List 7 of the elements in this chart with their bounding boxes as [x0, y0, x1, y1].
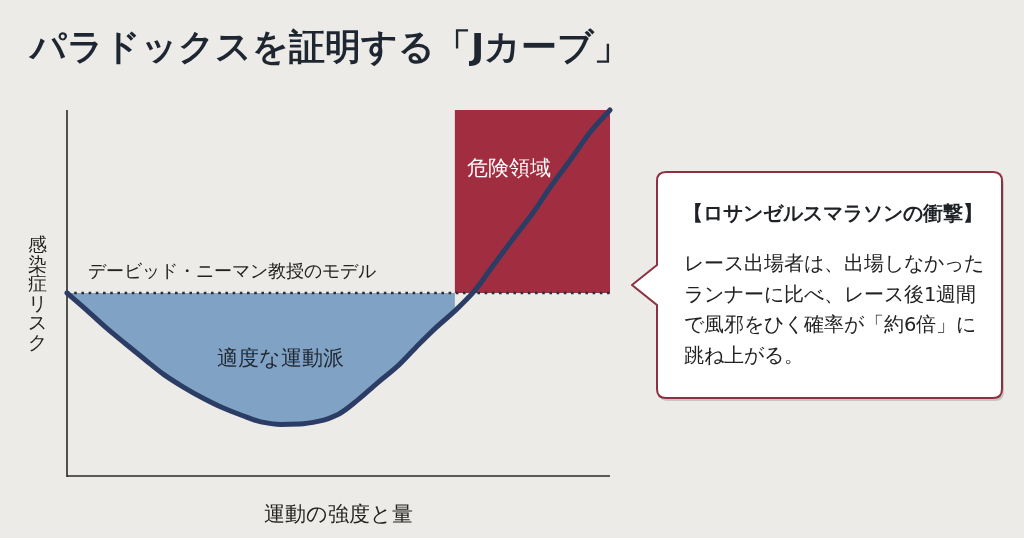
annotation: 危険領域 — [466, 156, 551, 180]
x-axis-title: 運動の強度と量 — [264, 502, 413, 526]
ref-line-label: デービッド・ニーマン教授のモデル — [88, 261, 376, 281]
callout: 【ロサンゼルスマラソンの衝撃】 レース出場者は、出場しなかったランナーに比べ、レース後1週間で風邪をひく確率が「約6倍」に跳ね上がる。 — [631, 171, 1004, 401]
y-axis-title: 感染症リスク — [27, 233, 47, 353]
chart-title: パラドックスを証明する「Jカーブ」 — [28, 26, 631, 67]
annotation: 適度な運動派 — [217, 345, 345, 370]
